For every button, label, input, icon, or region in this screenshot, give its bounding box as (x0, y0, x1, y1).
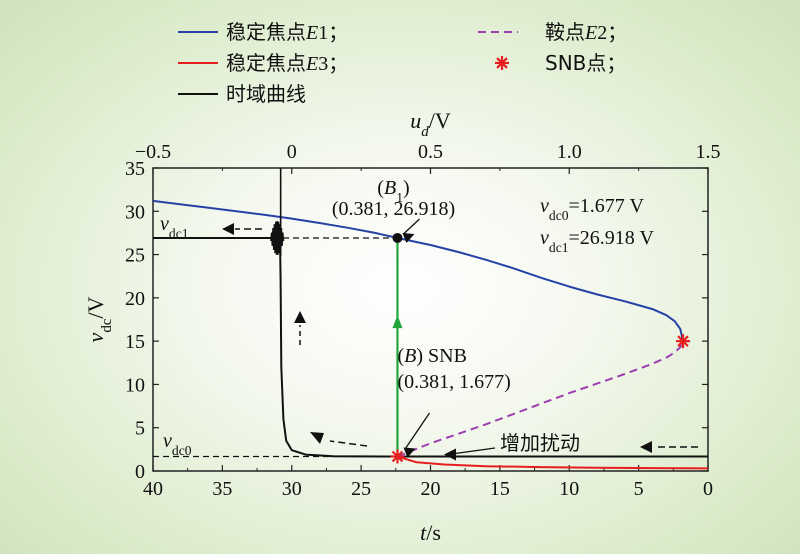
vdc0-value: vdc0=1.677 V (540, 195, 644, 223)
x-bottom-tick-label: 0 (703, 478, 713, 500)
b1-coords: (0.381, 26.918) (332, 198, 455, 220)
series-e2-line (397, 340, 684, 458)
x-top-tick-label: 1.5 (696, 141, 721, 163)
b-pointer-head (403, 447, 416, 458)
legend-e2-label: 鞍点E2； (545, 20, 627, 44)
series-e3-line (397, 455, 709, 470)
y-tick-label: 15 (125, 331, 145, 353)
vdc0-label: vdc0 (163, 430, 192, 458)
star-stroke (677, 335, 689, 347)
x-bottom-tick-label: 10 (559, 478, 579, 500)
series-time-oscillation (270, 220, 285, 255)
y-tick-label: 30 (125, 201, 145, 223)
y-tick-label: 5 (135, 418, 145, 440)
y-tick-label: 10 (125, 374, 145, 396)
dir-arrow-up-head (294, 311, 306, 323)
star-stroke (496, 57, 508, 69)
jump-arrow (392, 315, 403, 329)
disturb-pointer-head (444, 448, 456, 461)
x-top-tick-label: 0.5 (418, 141, 443, 163)
x-bottom-axis-title: t/s (420, 520, 441, 545)
x-top-tick-label: 0 (287, 141, 297, 163)
legend-e1-label: 稳定焦点E1； (226, 20, 348, 44)
point-b1 (392, 232, 403, 243)
x-top-tick-label: 1.0 (557, 141, 582, 163)
plot-area: 40 35 30 25 20 15 10 5 0 −0.5 0 0.5 1.0 1.5 0 5 10 15 20 25… (83, 108, 721, 545)
series-e1-line (152, 199, 684, 342)
x-bottom-tick-label: 35 (212, 478, 232, 500)
vdc1-value: vdc1=26.918 V (540, 227, 654, 255)
x-bottom-tick-label: 15 (490, 478, 510, 500)
x-bottom-tick-label: 25 (351, 478, 371, 500)
disturb-label: 增加扰动 (500, 431, 580, 455)
b-coords: (0.381, 1.677) (397, 371, 510, 393)
y-tick-label: 35 (125, 158, 145, 180)
star-stroke (391, 450, 404, 463)
x-bottom-tick-label: 20 (421, 478, 441, 500)
b-pointer (404, 412, 431, 449)
b-label: (B) SNB (397, 345, 466, 367)
y-tick-label: 0 (135, 461, 145, 483)
y-tick-label: 20 (125, 288, 145, 310)
b1-pointer (403, 218, 420, 235)
legend-snb-swatch (495, 56, 509, 70)
dir-arrow-left-head (310, 432, 324, 444)
snb-marker (676, 334, 691, 349)
y-tick-label: 25 (125, 245, 145, 267)
b1-pointer-head (402, 232, 415, 243)
legend-snb-label: SNB点； (545, 51, 626, 75)
dir-arrow-vdc1-head (222, 223, 234, 235)
point-b-marker (390, 449, 405, 464)
dir-arrow-left-line (329, 440, 368, 447)
x-bottom-tick-label: 40 (143, 478, 163, 500)
x-bottom-tick-label: 30 (282, 478, 302, 500)
y-axis-title: vdc/V (83, 296, 115, 342)
legend-e3-label: 稳定焦点E3； (226, 51, 348, 75)
dir-arrow-right-head (640, 441, 652, 453)
b1-label: (B1) (377, 177, 409, 205)
x-bottom-tick-label: 5 (634, 478, 644, 500)
legend-time-label: 时域曲线 (226, 82, 306, 106)
vdc1-label: vdc1 (160, 213, 189, 241)
x-top-axis-title: ud/V (410, 108, 451, 140)
legend: 稳定焦点E1； 稳定焦点E3； 时域曲线 鞍点E2； SNB点； (178, 20, 627, 106)
x-top-tick-label: −0.5 (135, 141, 171, 163)
